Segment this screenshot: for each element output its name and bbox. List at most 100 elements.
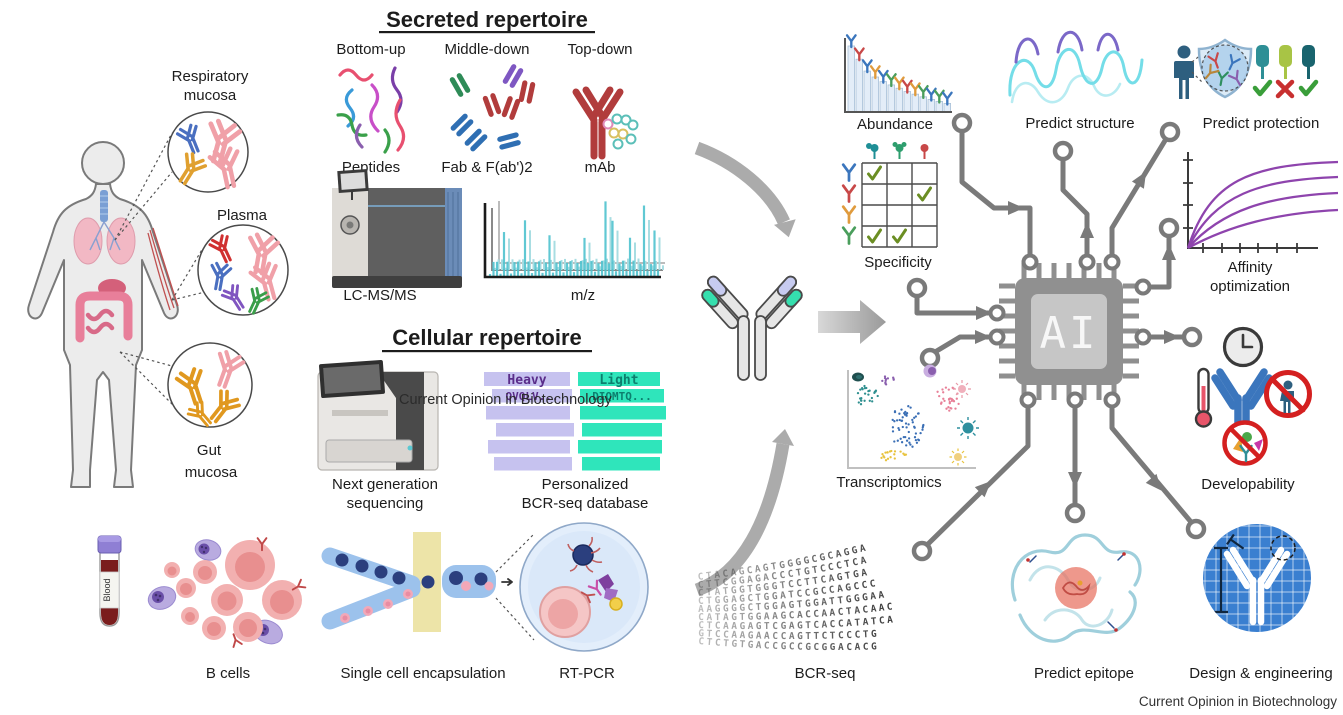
journal-watermark: Current Opinion in Biotechnology (399, 392, 613, 408)
peptides-icon (336, 66, 406, 154)
abundance-bars (845, 34, 953, 113)
shield-icon (1197, 38, 1253, 99)
developability-label: Developability (1201, 476, 1295, 493)
encapsulation-icon (321, 532, 513, 632)
gut-icon (75, 279, 133, 343)
respiratory-label-line1: Respiratory (172, 68, 249, 85)
protection-result-icons (1252, 79, 1319, 99)
ngs-label-line1: Next generation (332, 476, 438, 493)
transcriptomics-label: Transcriptomics (836, 474, 941, 491)
no-immunogenicity-icon (1264, 370, 1312, 418)
bcrseq-sequences: CTACAGCAGTGGGGCGCAGGACTTCGGAGACCCTGTCCCT… (697, 542, 893, 653)
light-header: Light (599, 373, 638, 388)
respiratory-label-line2: mucosa (184, 87, 237, 104)
secreted-title-underline (379, 31, 595, 34)
candidate-antibody-icon (701, 275, 803, 381)
light-sequence: DIQMTQ... (592, 390, 652, 403)
mz-label: m/z (571, 287, 595, 304)
specificity-checks (867, 165, 932, 244)
sample-connectors (114, 132, 206, 409)
candidate-mab-icon (1211, 368, 1273, 432)
person-icon (1174, 45, 1194, 99)
affinity-chart (1183, 152, 1339, 253)
cellular-title: Cellular repertoire (392, 325, 582, 350)
structure-ribbon-icon (1008, 30, 1144, 104)
blood-tube-label: Blood (102, 578, 112, 601)
lcmsms-label: LC-MS/MS (343, 287, 416, 304)
glycan-icons (602, 113, 639, 150)
fab-label: Fab & F(ab')2 (441, 159, 532, 176)
db-label-line1: Personalized (542, 476, 629, 493)
gut-mucosa-circle (167, 342, 253, 432)
no-aggregation-icon (1222, 420, 1268, 466)
secreted-title: Secreted repertoire (386, 7, 588, 32)
cellular-title-underline (382, 350, 592, 353)
mab-antibody-icon (572, 86, 639, 160)
circuit-nodes (906, 112, 1207, 562)
bcrseq-database-icon: Heavy Light QVQLV... DIQMTQ... (484, 372, 666, 471)
top-down-label: Top-down (567, 41, 632, 58)
heavy-header: Heavy (507, 373, 546, 388)
vaccine-icons (1256, 45, 1315, 79)
predict-epitope-label: Predict epitope (1034, 665, 1134, 682)
b-cells-icon (147, 537, 307, 648)
mass-spectrometer-icon (332, 168, 462, 288)
gut-label-line2: mucosa (185, 464, 238, 481)
gut-label-line1: Gut (197, 442, 222, 459)
bottom-up-label: Bottom-up (336, 41, 405, 58)
antibody-complex-icon (578, 574, 623, 611)
specificity-matrix (841, 142, 938, 248)
human-figure (27, 141, 179, 488)
db-label-line2: BCR-seq database (522, 495, 649, 512)
transcriptomics-cell-icons (852, 364, 979, 466)
affinity-label-line2: optimization (1210, 278, 1290, 295)
epitope-icon (1010, 533, 1142, 643)
ngs-label-line2: sequencing (347, 495, 424, 512)
respiratory-mucosa-circle (167, 111, 249, 193)
transcriptomics-clusters (856, 375, 960, 462)
mab-label: mAb (585, 159, 616, 176)
b-cell-icons (164, 540, 302, 642)
mz-peaks (488, 201, 664, 277)
rtpcr-label: RT-PCR (559, 665, 615, 682)
svg-text:GTCCAAGAACCAGTTCTCCCTG: GTCCAAGAACCAGTTCTCCCTG (698, 628, 880, 642)
thermometer-icon (1194, 367, 1213, 428)
mz-spectrum-icon (483, 201, 665, 279)
affinity-label-line1: Affinity (1228, 259, 1273, 276)
bcrseq-label: BCR-seq (795, 665, 856, 682)
encapsulation-label: Single cell encapsulation (340, 665, 505, 682)
transcriptomics-plot (847, 364, 979, 469)
predict-structure-label: Predict structure (1025, 115, 1134, 132)
abundance-label: Abundance (857, 116, 933, 133)
arm-vessels-icon (147, 227, 179, 311)
converging-arrows (694, 141, 796, 597)
predict-protection-label: Predict protection (1203, 115, 1320, 132)
journal-caption: Current Opinion in Biotechnology (1139, 694, 1337, 709)
specificity-label: Specificity (864, 254, 932, 271)
ai-chip-label: AI (1040, 308, 1099, 359)
ai-chip: AI (999, 263, 1139, 400)
circuit-traces (914, 125, 1194, 548)
rtpcr-icon (495, 522, 649, 652)
abundance-chart (844, 34, 953, 113)
developability-icon (1194, 326, 1312, 466)
blood-tube-icon: Blood (97, 535, 122, 627)
heavy-sequence: QVQLV... (506, 390, 559, 403)
barcode-bead-icon (567, 536, 603, 573)
specificity-grid (841, 142, 938, 248)
design-label: Design & engineering (1189, 665, 1332, 682)
to-ai-arrow (818, 300, 886, 344)
bcells-label: B cells (206, 665, 250, 682)
middle-down-label: Middle-down (444, 41, 529, 58)
protection-icon (1174, 38, 1319, 99)
sequencer-icon (317, 359, 439, 471)
clock-icon (1222, 326, 1264, 368)
chip-pins (999, 263, 1139, 400)
design-blueprint-icon (1203, 524, 1311, 632)
plasma-circle (197, 224, 289, 318)
lungs-icon (73, 190, 136, 265)
fab-fragments-icon (448, 63, 536, 153)
plasma-label: Plasma (217, 207, 268, 224)
